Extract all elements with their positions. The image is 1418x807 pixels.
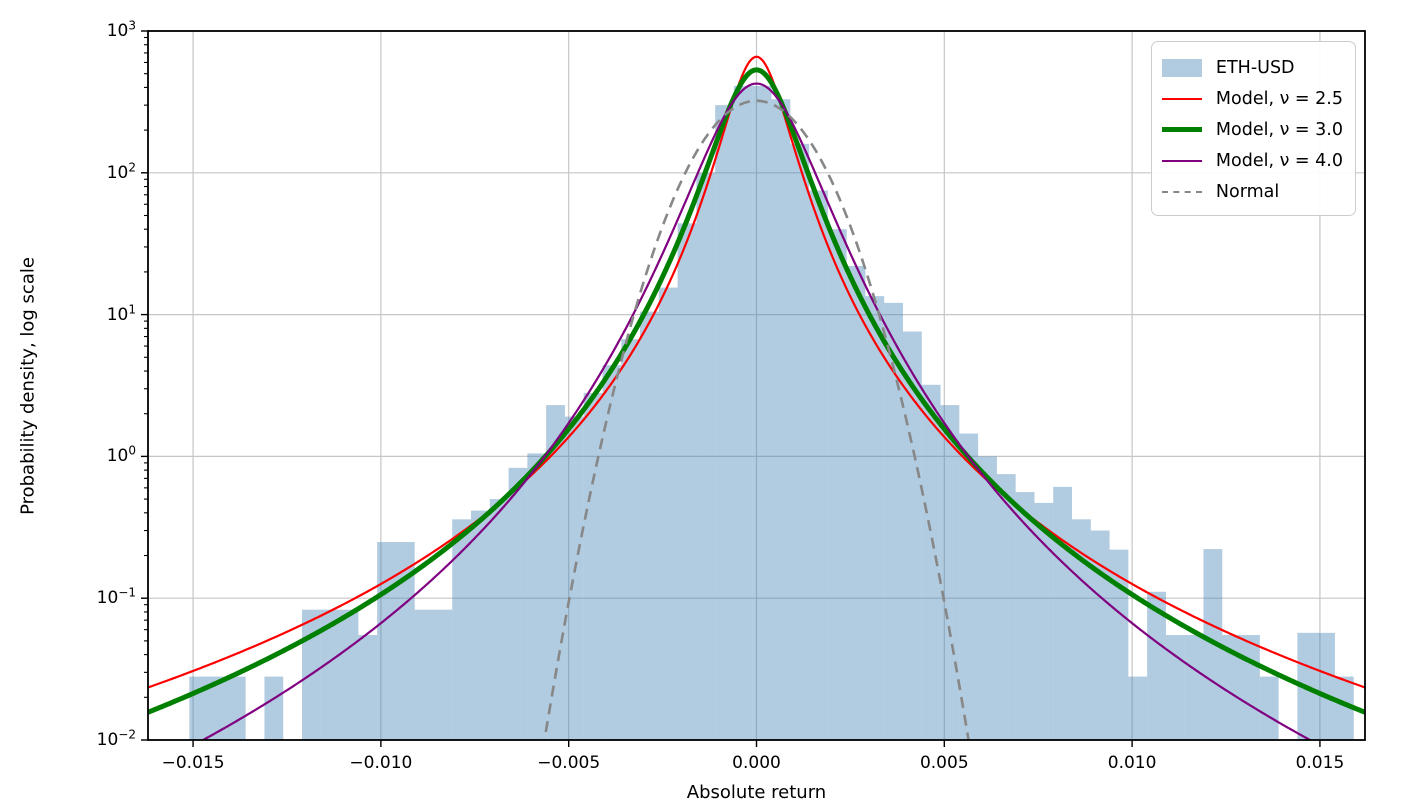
histogram-bar <box>715 105 734 740</box>
histogram-bar <box>1128 676 1148 740</box>
histogram-bar <box>677 223 697 740</box>
histogram-bar <box>809 190 828 740</box>
legend-item: Model, ν = 2.5 <box>1161 83 1343 114</box>
x-tick-label: −0.005 <box>537 753 601 773</box>
y-axis-label: Probability density, log scale <box>17 256 39 515</box>
legend-patch-swatch <box>1161 58 1202 77</box>
histogram-bar <box>640 311 659 740</box>
legend-item: Normal <box>1161 176 1343 207</box>
histogram-bar <box>583 392 603 740</box>
histogram-bar <box>1241 635 1260 740</box>
histogram-bar <box>1034 502 1054 740</box>
histogram-bar <box>320 609 340 740</box>
histogram-bar <box>546 405 565 740</box>
histogram-bar <box>452 519 472 740</box>
histogram-bar <box>1053 486 1073 740</box>
curve-model-4.0 <box>200 82 1313 740</box>
histogram-bar <box>1147 591 1166 740</box>
histogram-bar <box>1015 492 1035 740</box>
histogram-bar <box>771 99 791 740</box>
legend-line-swatch <box>1161 127 1202 132</box>
histogram-bar <box>1109 549 1129 740</box>
histogram-bar <box>902 331 922 740</box>
curve-model-2.5 <box>148 55 1365 689</box>
histogram-bar <box>1316 632 1335 740</box>
legend-label: Model, ν = 4.0 <box>1215 150 1343 171</box>
histogram-bar <box>978 456 997 740</box>
histogram-bar <box>471 510 490 740</box>
legend-label: Model, ν = 3.0 <box>1215 119 1343 140</box>
x-tick-label: 0.015 <box>1295 753 1345 773</box>
legend-label: ETH-USD <box>1215 57 1295 78</box>
histogram-bar <box>508 467 528 740</box>
legend-label: Normal <box>1215 181 1280 202</box>
histogram-bar <box>621 339 641 740</box>
histogram-bar <box>1222 635 1242 740</box>
histogram-bar <box>358 635 378 740</box>
y-tick-label: 100 <box>106 443 136 467</box>
y-tick-label: 101 <box>106 302 136 325</box>
legend-line-swatch <box>1161 190 1202 193</box>
plot-border <box>147 30 1366 741</box>
histogram-bar <box>846 266 866 740</box>
y-tick-label: 103 <box>106 18 136 42</box>
histogram-bar <box>884 302 903 740</box>
histogram-bar <box>921 384 941 740</box>
histogram-bar <box>339 609 359 740</box>
x-tick-label: 0.000 <box>732 753 781 773</box>
histogram-bar <box>1090 530 1110 740</box>
histogram-bar <box>1165 635 1185 740</box>
histogram-bar <box>790 143 810 740</box>
legend-item: ETH-USD <box>1161 52 1343 83</box>
histogram-bar <box>602 365 622 740</box>
histogram-bar <box>827 229 847 740</box>
plot-spines <box>147 30 1366 741</box>
histogram-bar <box>865 296 885 740</box>
histogram-bar <box>733 85 753 740</box>
x-tick-label: 0.005 <box>919 753 969 773</box>
x-axis-label: Absolute return <box>686 782 827 803</box>
histogram-bar <box>1259 676 1279 740</box>
x-tick-label: −0.010 <box>349 753 413 773</box>
histogram-bar <box>1334 676 1354 740</box>
histogram-bar <box>433 609 453 740</box>
y-tick-label: 10−2 <box>96 727 136 751</box>
histogram-bar <box>377 542 396 740</box>
histogram-bar <box>564 416 584 740</box>
legend-item: Model, ν = 3.0 <box>1161 114 1343 145</box>
y-tick-label: 10−1 <box>96 585 136 609</box>
legend-line-swatch <box>1161 159 1202 162</box>
histogram-bar <box>527 453 547 740</box>
histogram-bar <box>696 172 716 740</box>
histogram-bar <box>658 287 678 740</box>
histogram-bar <box>940 405 960 740</box>
histogram-bar <box>395 542 415 740</box>
histogram-bar <box>208 676 227 740</box>
legend: ETH-USD Model, ν = 2.5 Model, ν = 3.0 Model… <box>1150 41 1356 216</box>
histogram-bar <box>959 433 979 740</box>
curve-model-3.0 <box>148 67 1365 715</box>
histogram-bars <box>189 85 1354 740</box>
x-tick-label: 0.010 <box>1107 753 1157 773</box>
legend-item: Model, ν = 4.0 <box>1161 145 1343 176</box>
legend-line-swatch <box>1161 97 1202 100</box>
histogram-bar <box>264 676 284 740</box>
legend-label: Model, ν = 2.5 <box>1215 88 1343 109</box>
x-tick-label: −0.015 <box>161 753 225 773</box>
histogram-bar <box>1184 635 1204 740</box>
histogram-bar <box>996 474 1016 740</box>
histogram-bar <box>226 676 246 740</box>
model-curves <box>148 55 1365 740</box>
histogram-bar <box>489 499 509 740</box>
histogram-bar <box>414 609 434 740</box>
y-tick-label: 102 <box>106 160 136 183</box>
histogram-bar <box>752 85 772 740</box>
